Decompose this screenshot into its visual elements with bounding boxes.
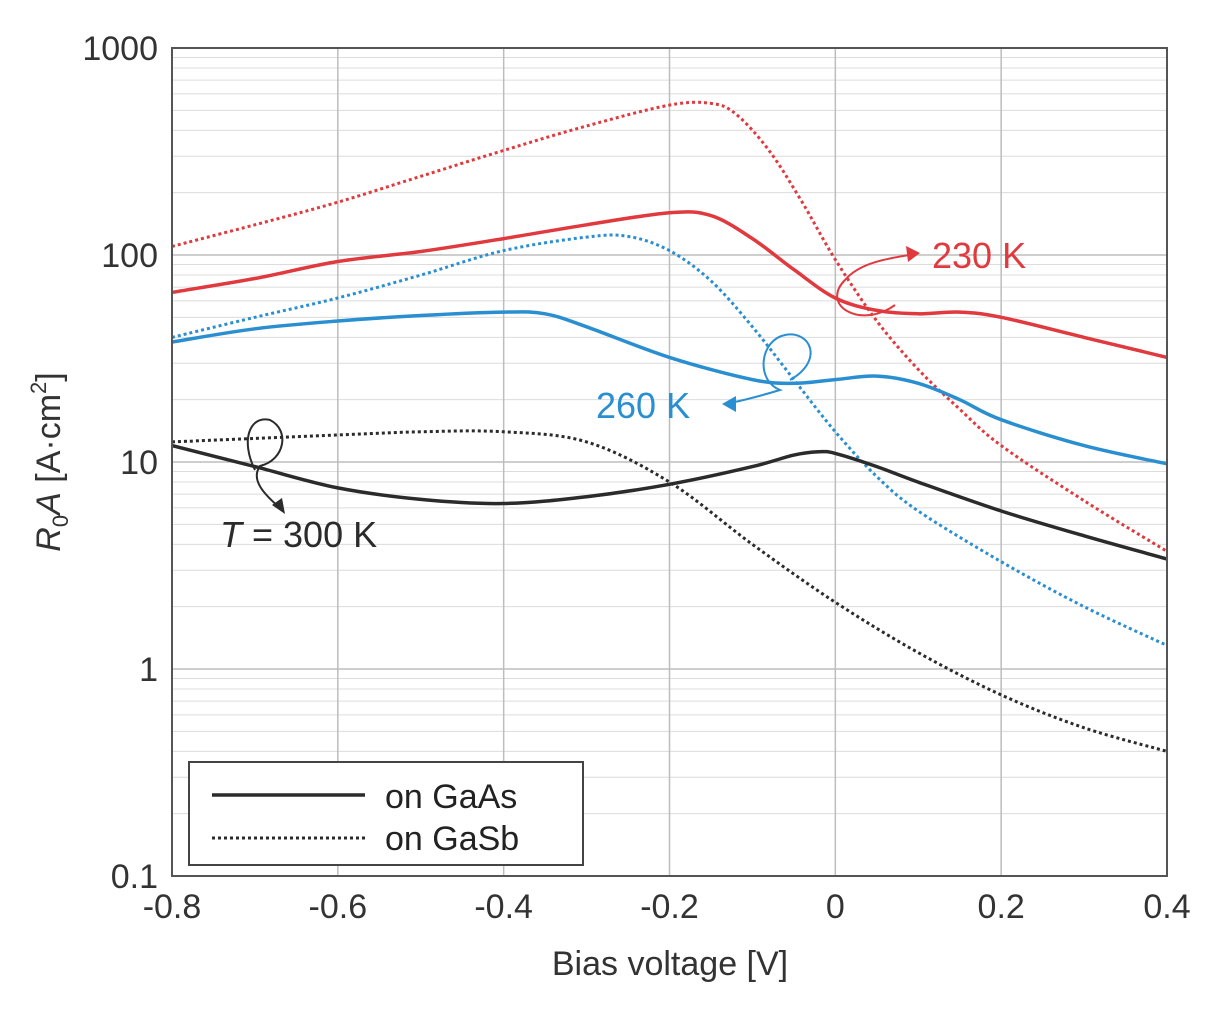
arrowhead-230k <box>906 246 920 262</box>
y-axis-label-a: A <box>30 492 68 517</box>
y-axis-label-sub: 0 <box>48 515 73 527</box>
y-axis-label-units: [A·cm <box>30 394 68 492</box>
y-axis-label: R0A [A·cm2] <box>26 372 73 551</box>
x-tick-label: -0.8 <box>143 888 202 926</box>
legend: on GaAs on GaSb <box>188 761 584 866</box>
series-layer <box>171 100 1168 753</box>
x-tick-label: 0.2 <box>978 888 1025 926</box>
series-line-gaas-300-k <box>171 443 1168 561</box>
x-axis-ticks: -0.8 -0.6 -0.4 -0.2 0 0.2 0.4 <box>143 888 1191 926</box>
x-tick-label: -0.4 <box>474 888 533 926</box>
arrowhead-300k <box>272 498 285 514</box>
label-300k-t: T <box>220 514 245 555</box>
y-axis-label-close: ] <box>30 372 68 381</box>
y-tick-label: 10 <box>120 444 158 482</box>
arrowhead-260k <box>722 396 736 412</box>
x-tick-label: 0 <box>826 888 845 926</box>
arrow-300k <box>246 418 284 509</box>
series-line-gaas-260-k <box>171 310 1168 466</box>
y-axis-ticks: 0.1 1 10 100 1000 <box>82 30 158 896</box>
legend-label-gasb: on GaSb <box>385 820 519 858</box>
x-tick-label: -0.6 <box>309 888 368 926</box>
plot-frame <box>171 47 1168 877</box>
series-line-gaas-230-k <box>171 210 1168 360</box>
x-tick-label: -0.2 <box>640 888 699 926</box>
y-tick-label: 0.1 <box>111 858 158 896</box>
legend-box <box>188 761 584 866</box>
y-tick-label: 1 <box>139 651 158 689</box>
label-230k: 230 K <box>932 235 1026 276</box>
arrow-260k <box>729 333 812 404</box>
label-260k: 260 K <box>596 385 690 426</box>
y-axis-label-r: R <box>30 527 68 552</box>
x-axis-label: Bias voltage [V] <box>552 945 788 983</box>
legend-label-gaas: on GaAs <box>385 778 517 816</box>
label-300k: T = 300 K <box>220 514 377 555</box>
annotation-230k: 230 K <box>836 235 1026 317</box>
y-tick-label: 1000 <box>82 30 158 68</box>
label-300k-text: = 300 K <box>242 514 377 555</box>
y-tick-label: 100 <box>101 237 158 275</box>
series-line-gasb-260-k <box>171 233 1168 647</box>
annotation-260k: 260 K <box>596 333 812 426</box>
arrow-230k <box>836 253 917 317</box>
annotation-300k: T = 300 K <box>220 418 377 555</box>
y-axis-label-sup: 2 <box>26 382 51 394</box>
x-tick-label: 0.4 <box>1143 888 1190 926</box>
